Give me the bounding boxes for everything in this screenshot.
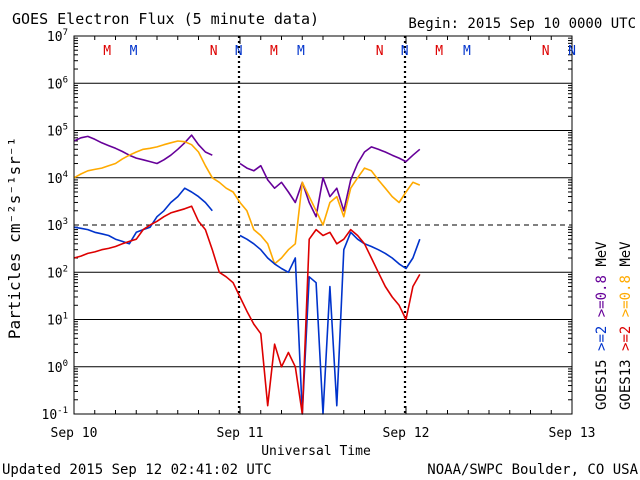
y-tick-label: 101 [47, 312, 68, 329]
x-axis-label: Universal Time [261, 444, 371, 459]
y-tick-label: 107 [47, 28, 68, 45]
series-line [73, 205, 421, 415]
y-tick-label: 106 [47, 75, 68, 92]
x-tick-labels: Sep 10 Sep 11 Sep 12 Sep 13 [51, 426, 596, 441]
legend-column: GOES15 >=2 >=0.8 MeV [594, 241, 610, 410]
begin-label: Begin: 2015 Sep 10 0000 UTC [408, 16, 636, 32]
legend-entry: GOES15 >=2 >=0.8 MeV [594, 241, 610, 410]
x-tick-label: Sep 11 [217, 426, 264, 441]
series-line [73, 134, 421, 218]
y-tick-labels: 10-1 100 101 102 103 104 105 106 107 [42, 28, 69, 423]
x-tick-label: Sep 10 [51, 426, 98, 441]
y-tick-label: 105 [47, 123, 68, 140]
legend-entry: GOES13 >=2 >=0.8 MeV [618, 241, 634, 410]
y-tick-label: 10-1 [42, 406, 69, 423]
y-tick-label: 104 [47, 170, 68, 187]
mn-marker: M [103, 44, 111, 59]
plot-frame [73, 35, 573, 415]
series-lines [73, 134, 421, 415]
series-line [73, 187, 421, 415]
mn-marker: N [376, 44, 384, 59]
y-tick-label: 103 [47, 217, 68, 234]
x-tick-label: Sep 12 [383, 426, 430, 441]
mn-marker: M [435, 44, 443, 59]
mn-marker: N [568, 44, 576, 59]
y-gridlines [74, 37, 572, 401]
mn-marker: N [235, 44, 243, 59]
mn-marker: N [542, 44, 550, 59]
series-line [73, 140, 421, 265]
legend: GOES15 >=2 >=0.8 MeV GOES13 >=2 >=0.8 MeV [594, 241, 634, 410]
mn-marker: M [463, 44, 471, 59]
mn-marker: M [270, 44, 278, 59]
x-minor-ticks [73, 36, 573, 414]
y-axis-label: Particles cm⁻²s⁻¹sr⁻¹ [5, 137, 24, 339]
x-tick-label: Sep 13 [549, 426, 596, 441]
mn-marker: M [297, 44, 305, 59]
mn-marker: N [210, 44, 218, 59]
credit-label: NOAA/SWPC Boulder, CO USA [427, 462, 638, 478]
mn-marker: M [130, 44, 138, 59]
day-marker-lines [237, 36, 407, 414]
y-tick-label: 102 [47, 264, 68, 281]
mn-marker: N [401, 44, 409, 59]
updated-label: Updated 2015 Sep 12 02:41:02 UTC [2, 462, 272, 478]
legend-column: GOES13 >=2 >=0.8 MeV [618, 241, 634, 410]
y-tick-label: 100 [47, 359, 68, 376]
chart-title: GOES Electron Flux (5 minute data) [12, 10, 319, 28]
